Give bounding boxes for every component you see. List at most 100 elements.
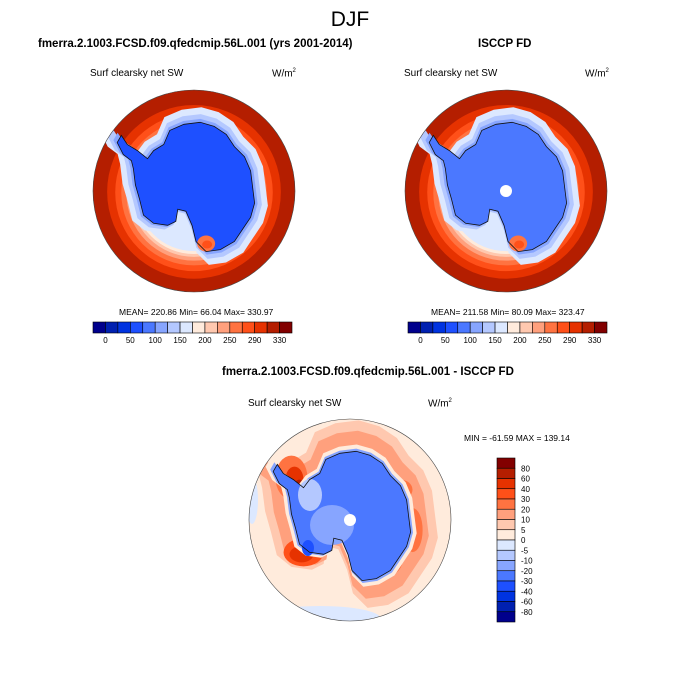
colorbar-swatch (496, 570, 516, 582)
colorbar-swatch (482, 321, 496, 334)
colorbar-swatch (519, 321, 533, 334)
colorbar-swatch (496, 478, 516, 490)
colorbar-tick-label: 150 (173, 336, 187, 345)
panel1-units-label: W/m2 (272, 68, 296, 79)
colorbar-swatch (469, 321, 483, 334)
colorbar-swatch (496, 508, 516, 520)
colorbar-tick-label: 330 (273, 336, 287, 345)
colorbar-swatch (496, 488, 516, 500)
colorbar-swatch (496, 549, 516, 561)
colorbar-tick-label: 80 (521, 464, 530, 473)
colorbar-swatch (266, 321, 280, 334)
colorbar-swatch (496, 580, 516, 592)
colorbar-tick-label: -30 (521, 577, 533, 586)
colorbar-swatch (445, 321, 459, 334)
colorbar-tick-label: 50 (126, 336, 135, 345)
colorbar-swatch (254, 321, 268, 334)
colorbar-tick-label: -5 (521, 546, 529, 555)
colorbar-tick-label: 100 (464, 336, 478, 345)
panel1-stats: MEAN= 220.86 Min= 66.04 Max= 330.97 (119, 307, 274, 317)
colorbar-tick-label: -60 (521, 598, 533, 607)
units-base: W/m (272, 68, 293, 80)
colorbar-tick-label: 10 (521, 516, 530, 525)
colorbar-swatch (457, 321, 471, 334)
panel2-title: ISCCP FD (478, 38, 532, 50)
colorbar-swatch (594, 321, 608, 334)
panel1-variable-label: Surf clearsky net SW (90, 68, 184, 79)
colorbar-tick-label: -20 (521, 567, 533, 576)
colorbar-tick-label: 5 (521, 526, 526, 535)
map-panel-3 (248, 418, 452, 622)
colorbar-tick-label: 150 (488, 336, 502, 345)
colorbar-swatch (229, 321, 243, 334)
colorbar-swatch (544, 321, 558, 334)
colorbar-swatch (167, 321, 181, 334)
colorbar-tick-label: 200 (513, 336, 527, 345)
panel3-stats: MIN = -61.59 MAX = 139.14 (464, 433, 570, 443)
colorbar-swatch (496, 590, 516, 602)
map-boundary (404, 89, 608, 293)
colorbar-tick-label: 100 (149, 336, 163, 345)
map-panel-2 (404, 89, 608, 293)
colorbar-swatch (569, 321, 583, 334)
colorbar-panel-2: 0 50 100 150 200 250 290 330 (407, 321, 608, 345)
contour-band (298, 479, 322, 511)
colorbar-swatch (241, 321, 255, 334)
figure-title: DJF (330, 8, 370, 31)
colorbar-swatch (279, 321, 293, 334)
colorbar-swatch (496, 539, 516, 551)
colorbar-tick-label: 50 (441, 336, 450, 345)
units-exponent: 2 (292, 68, 296, 74)
colorbar-swatch (496, 560, 516, 572)
missing-data-pole (344, 514, 356, 526)
colorbar-swatch (496, 498, 516, 510)
map-boundary (92, 89, 296, 293)
colorbar-swatch (494, 321, 508, 334)
panel3-variable-label: Surf clearsky net SW (248, 398, 342, 409)
colorbar-swatch (117, 321, 131, 334)
colorbar-swatch (432, 321, 446, 334)
colorbar-swatch (130, 321, 144, 334)
colorbar-tick-label: 0 (103, 336, 108, 345)
colorbar-swatch (420, 321, 434, 334)
colorbar-tick-label: 250 (223, 336, 237, 345)
colorbar-tick-label: 40 (521, 485, 530, 494)
panel2-units-label: W/m2 (585, 68, 609, 79)
colorbar-tick-label: 60 (521, 475, 530, 484)
map-boundary (248, 418, 452, 622)
units-base: W/m (585, 68, 606, 80)
contour-band (429, 122, 567, 252)
contour-band (260, 606, 380, 621)
colorbar-tick-label: 290 (563, 336, 577, 345)
colorbar-swatch (105, 321, 119, 334)
contour-band (310, 505, 354, 545)
colorbar-swatch (142, 321, 156, 334)
colorbar-swatch (496, 467, 516, 479)
colorbar-tick-label: 0 (418, 336, 423, 345)
colorbar-tick-label: 250 (538, 336, 552, 345)
colorbar-swatch (217, 321, 231, 334)
map-field (93, 90, 295, 292)
colorbar-tick-label: 200 (198, 336, 212, 345)
missing-data-pole (500, 185, 512, 197)
colorbar-tick-label: -10 (521, 557, 533, 566)
colorbar-swatch (407, 321, 421, 334)
panel3-units-label: W/m2 (428, 398, 452, 409)
colorbar-tick-label: -80 (521, 608, 533, 617)
units-exponent: 2 (448, 398, 452, 404)
colorbar-swatch (92, 321, 106, 334)
colorbar-tick-label: 20 (521, 505, 530, 514)
colorbar-tick-label: -40 (521, 587, 533, 596)
panel3-title: fmerra.2.1003.FCSD.f09.qfedcmip.56L.001 … (222, 366, 514, 378)
colorbar-tick-label: 290 (248, 336, 262, 345)
panel1-title: fmerra.2.1003.FCSD.f09.qfedcmip.56L.001 … (38, 38, 353, 50)
colorbar-panel-1: 0 50 100 150 200 250 290 330 (92, 321, 293, 345)
coastline (116, 121, 256, 253)
contour-band (117, 122, 255, 252)
panel2-stats: MEAN= 211.58 Min= 80.09 Max= 323.47 (431, 307, 585, 317)
contour-band (514, 240, 525, 249)
colorbar-swatch (496, 601, 516, 613)
units-exponent: 2 (605, 68, 609, 74)
